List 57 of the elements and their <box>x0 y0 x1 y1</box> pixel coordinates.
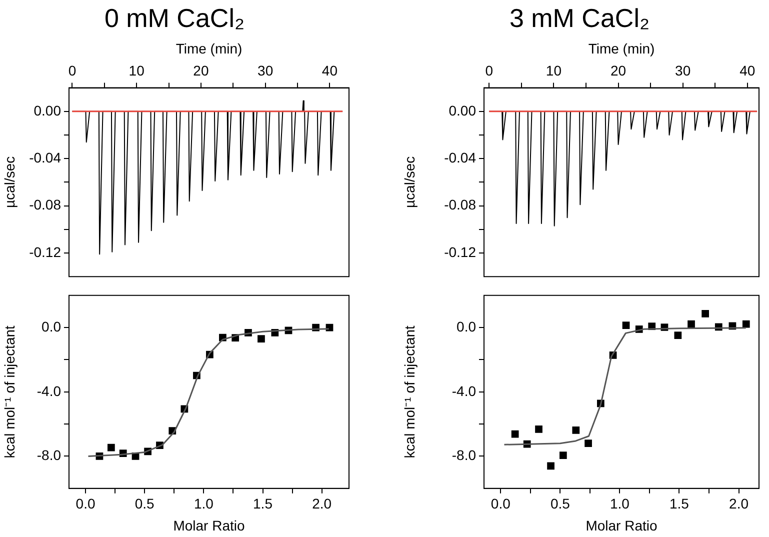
x-tick-label: 0.5 <box>550 496 570 512</box>
x-axis-title: Time (min) <box>176 40 242 56</box>
x-tick-label: 0.0 <box>76 496 96 512</box>
chart-title: 0 mM CaCl₂ <box>104 2 245 33</box>
x-tick-label: 40 <box>740 62 756 78</box>
x-tick-label: 20 <box>193 62 209 78</box>
x-tick-label: 40 <box>322 62 338 78</box>
point <box>258 335 265 343</box>
point <box>547 462 554 470</box>
y-tick-label: 0.0 <box>42 318 62 334</box>
point <box>742 320 750 328</box>
x-tick-label: 1.0 <box>194 496 214 512</box>
point <box>702 310 709 318</box>
y-axis-title: kcal mol⁻¹ of injectant <box>1 325 18 458</box>
x-tick-label: 1.0 <box>610 496 630 512</box>
x-tick-label: 2.0 <box>312 496 332 512</box>
y-tick-label: -0.04 <box>444 149 476 166</box>
point <box>622 322 630 329</box>
y-axis-title: kcal mol⁻¹ of injectant <box>401 325 418 458</box>
y-tick-label: -0.12 <box>444 244 476 260</box>
point <box>107 444 115 452</box>
x-tick-label: 30 <box>258 62 274 78</box>
y-tick-label: 0.0 <box>456 318 476 334</box>
chart-title: 3 mM CaCl₂ <box>509 2 650 33</box>
x-tick-label: 0 <box>485 62 494 78</box>
x-axis-title: Time (min) <box>588 40 655 56</box>
y-tick-label: -0.08 <box>29 196 62 213</box>
y-tick-label: 0.00 <box>34 102 62 118</box>
x-tick-label: 30 <box>675 62 691 78</box>
point <box>688 320 695 328</box>
point <box>572 426 580 434</box>
x-tick-label: 0 <box>68 62 76 78</box>
x-tick-label: 10 <box>128 62 145 78</box>
y-tick-label: -8.0 <box>452 447 476 464</box>
x-tick-label: 0.5 <box>134 496 155 512</box>
x-tick-label: 20 <box>610 62 626 78</box>
point <box>535 426 542 433</box>
y-tick-label: 0.00 <box>448 102 476 118</box>
point <box>559 452 567 459</box>
y-tick-label: -8.0 <box>36 447 62 464</box>
x-tick-label: 1.5 <box>670 496 690 512</box>
point <box>584 440 592 448</box>
point <box>511 430 519 438</box>
y-axis-title: µcal/sec <box>1 156 18 208</box>
y-tick-label: -4.0 <box>36 382 62 399</box>
x-tick-label: 0.0 <box>490 496 511 512</box>
x-tick-label: 2.0 <box>729 496 749 512</box>
x-axis-title: Molar Ratio <box>586 517 658 534</box>
y-tick-label: -0.12 <box>29 244 62 260</box>
y-tick-label: -4.0 <box>452 382 476 399</box>
x-axis-title: Molar Ratio <box>173 517 245 534</box>
y-tick-label: -0.08 <box>444 196 476 213</box>
y-axis-title: µcal/sec <box>401 156 418 208</box>
x-tick-label: 10 <box>546 62 562 78</box>
point <box>674 332 682 339</box>
x-tick-label: 1.5 <box>253 496 273 512</box>
y-tick-label: -0.04 <box>29 149 62 166</box>
